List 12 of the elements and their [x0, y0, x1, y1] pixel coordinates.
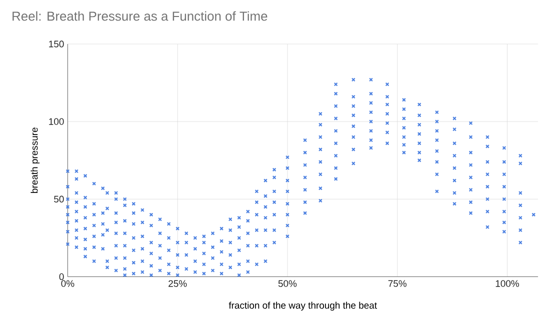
- x-tick-label: 75%: [388, 280, 406, 287]
- y-tick-label: 150: [49, 40, 64, 48]
- x-tick-label: 100%: [496, 280, 520, 287]
- x-tick-label: 50%: [278, 280, 297, 287]
- x-tick-label: 25%: [168, 280, 187, 287]
- y-tick-label: 50: [54, 196, 64, 202]
- y-axis-title: breath pressure: [30, 128, 40, 193]
- x-axis-title: fraction of the way through the beat: [228, 302, 377, 311]
- x-tick-label: 0%: [61, 280, 74, 287]
- chart-title: Reel: Breath Pressure as a Function of Time: [12, 11, 268, 21]
- y-tick-label: 100: [49, 118, 64, 125]
- y-tick-label: 0: [59, 273, 64, 280]
